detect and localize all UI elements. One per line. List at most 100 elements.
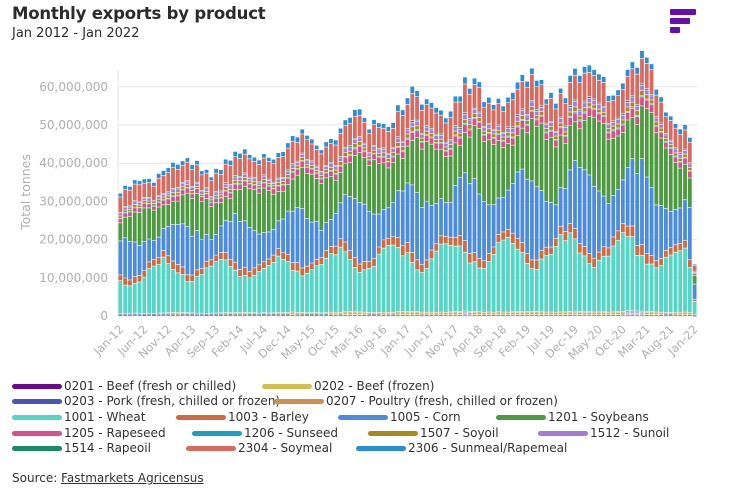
- bar-segment: [190, 169, 195, 187]
- bar-segment: [300, 208, 305, 268]
- bar-segment: [630, 69, 635, 95]
- legend-item[interactable]: 0201 - Beef (fresh or chilled): [12, 379, 236, 393]
- bar-segment: [525, 87, 530, 115]
- bar-segment: [309, 313, 314, 314]
- bar-segment: [128, 286, 132, 313]
- bar-segment: [477, 314, 482, 316]
- bar-segment: [463, 77, 467, 84]
- bar-segment: [616, 119, 620, 124]
- bar-segment: [687, 167, 692, 171]
- bar-segment: [534, 111, 539, 116]
- bar-segment: [419, 142, 424, 149]
- bar-segment: [415, 121, 419, 126]
- bar-segment: [175, 189, 180, 193]
- bar-segment: [123, 189, 128, 207]
- bar-segment: [305, 218, 309, 266]
- bar-segment: [439, 244, 443, 312]
- bar-segment: [510, 137, 515, 138]
- bar-segment: [577, 167, 582, 244]
- bar-segment: [419, 265, 424, 273]
- bar-segment: [381, 149, 386, 153]
- bar-segment: [128, 314, 132, 316]
- legend-item[interactable]: 1512 - Sunoil: [538, 426, 669, 440]
- bar-segment: [453, 102, 458, 126]
- legend-item[interactable]: 1201 - Soybeans: [496, 410, 649, 424]
- bar-segment: [329, 246, 333, 254]
- bar-segment: [171, 162, 175, 168]
- bar-segment: [635, 74, 640, 105]
- bar-segment: [553, 312, 558, 314]
- bar-segment: [238, 312, 242, 314]
- bar-segment: [491, 138, 496, 145]
- bar-segment: [372, 258, 376, 266]
- bar-segment: [372, 214, 376, 259]
- bar-segment: [640, 312, 644, 314]
- bar-segment: [644, 100, 649, 109]
- bar-segment: [223, 312, 228, 314]
- legend-item[interactable]: 1205 - Rapeseed: [12, 426, 166, 440]
- bar-segment: [132, 212, 137, 242]
- legend-item[interactable]: 1001 - Wheat: [12, 410, 145, 424]
- bar-segment: [448, 148, 453, 150]
- legend-item[interactable]: 1003 - Barley: [176, 410, 309, 424]
- bar-segment: [573, 112, 577, 113]
- bar-segment: [357, 141, 362, 146]
- bar-segment: [329, 314, 333, 315]
- bar-segment: [238, 314, 242, 315]
- bar-segment: [352, 148, 357, 149]
- bar-segment: [573, 122, 577, 161]
- bar-segment: [472, 118, 477, 126]
- bar-segment: [233, 213, 238, 262]
- legend-item[interactable]: 1507 - Soyoil: [368, 426, 499, 440]
- bar-segment: [472, 313, 477, 314]
- bar-segment: [309, 315, 314, 316]
- bar-segment: [611, 312, 616, 313]
- bar-segment: [491, 247, 496, 255]
- bar-segment: [357, 313, 362, 314]
- bar-segment: [367, 129, 372, 134]
- bar-segment: [520, 81, 525, 109]
- bar-segment: [137, 205, 142, 208]
- legend-item[interactable]: 1206 - Sunseed: [192, 426, 338, 440]
- bar-segment: [467, 314, 472, 316]
- legend-item[interactable]: 2304 - Soymeal: [186, 441, 332, 455]
- bar-segment: [410, 262, 415, 312]
- bar-segment: [147, 201, 151, 204]
- bar-segment: [434, 139, 439, 143]
- bar-segment: [233, 314, 238, 315]
- bar-segment: [190, 198, 195, 236]
- bar-segment: [668, 312, 673, 314]
- bar-segment: [630, 97, 635, 102]
- bar-segment: [209, 266, 214, 313]
- bar-segment: [467, 120, 472, 125]
- bar-segment: [204, 188, 209, 189]
- source-link[interactable]: Fastmarkets Agricensus: [61, 471, 204, 485]
- bar-segment: [228, 160, 233, 166]
- bar-segment: [467, 137, 472, 184]
- legend-item[interactable]: 0202 - Beef (frozen): [262, 379, 434, 393]
- bar-segment: [491, 134, 496, 138]
- bar-segment: [673, 156, 678, 157]
- legend-item[interactable]: 0207 - Poultry (fresh, chilled or frozen…: [274, 394, 558, 408]
- legend-item[interactable]: 1005 - Corn: [338, 410, 461, 424]
- legend-item[interactable]: 1514 - Rapeoil: [12, 441, 151, 455]
- bar-segment: [501, 197, 506, 232]
- legend-item[interactable]: 0203 - Pork (fresh, chilled or frozen): [12, 394, 280, 408]
- bar-segment: [582, 311, 587, 313]
- bar-segment: [415, 137, 419, 193]
- bar-segment: [391, 315, 396, 316]
- bar-segment: [477, 314, 482, 315]
- bar-segment: [247, 184, 252, 189]
- bar-segment: [218, 313, 223, 314]
- bar-segment: [166, 196, 171, 199]
- bar-segment: [491, 312, 496, 314]
- legend-item[interactable]: 2306 - Sunmeal/Rapemeal: [356, 441, 567, 455]
- bar-segment: [262, 313, 266, 315]
- bar-segment: [577, 313, 582, 315]
- bar-segment: [142, 313, 147, 315]
- bar-segment: [577, 116, 582, 120]
- bar-segment: [195, 182, 199, 184]
- bar-segment: [147, 197, 151, 199]
- fastmarkets-logo-icon: [668, 9, 698, 39]
- bar-segment: [482, 135, 486, 142]
